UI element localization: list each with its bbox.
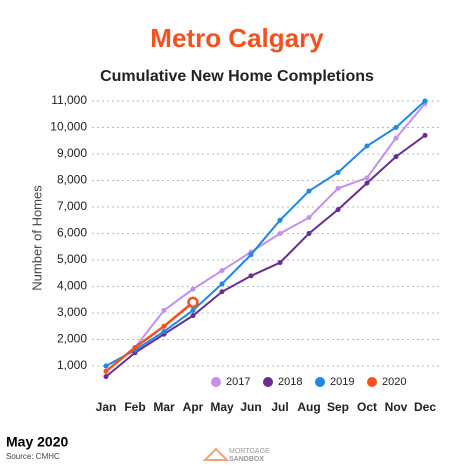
data-point [393, 124, 399, 130]
data-point [190, 286, 196, 292]
data-point [306, 230, 312, 236]
x-tick-label: May [210, 400, 234, 414]
y-tick-label: 8,000 [57, 173, 87, 187]
legend-label: 2019 [330, 376, 354, 388]
legend-label: 2020 [382, 376, 406, 388]
series-line [105, 100, 426, 367]
data-point [190, 307, 196, 313]
data-point [277, 260, 283, 266]
data-point [132, 344, 138, 350]
chart-subtitle: Cumulative New Home Completions [100, 68, 374, 85]
legend-label: 2017 [226, 376, 250, 388]
data-point [393, 135, 399, 141]
series-line [105, 134, 426, 378]
data-point [306, 188, 312, 194]
data-point [422, 132, 428, 138]
data-point [364, 180, 370, 186]
x-tick-label: Jun [240, 400, 261, 414]
y-tick-label: 7,000 [57, 199, 87, 213]
data-point [393, 154, 399, 160]
data-point [103, 374, 109, 380]
x-tick-label: Nov [385, 400, 408, 414]
y-tick-label: 4,000 [57, 279, 87, 293]
data-point [335, 170, 341, 176]
x-tick-label: Mar [153, 400, 175, 414]
x-tick-label: Apr [183, 400, 204, 414]
y-tick-label: 5,000 [57, 252, 87, 266]
x-tick-label: Dec [414, 400, 436, 414]
data-point [219, 289, 225, 295]
data-point [335, 207, 341, 213]
y-tick-label: 10,000 [50, 120, 87, 134]
data-point [306, 215, 312, 221]
logo-text: SANDBOX [229, 456, 264, 463]
data-point [161, 307, 167, 313]
data-point [219, 268, 225, 274]
legend-marker [315, 377, 325, 387]
footer-date: May 2020 [6, 434, 68, 450]
x-tick-label: Sep [327, 400, 349, 414]
series-line [105, 301, 194, 373]
y-axis-label: Number of Homes [29, 185, 44, 291]
x-tick-label: Oct [357, 400, 377, 414]
logo-text: MORTGAGE [229, 448, 270, 455]
logo: MORTGAGE SANDBOX [202, 447, 270, 463]
data-point [103, 363, 109, 369]
footer-source: Source: CMHC [6, 452, 60, 461]
legend-marker [263, 377, 273, 387]
y-tick-label: 3,000 [57, 305, 87, 319]
data-point [335, 185, 341, 191]
data-point [190, 313, 196, 319]
data-point [248, 273, 254, 279]
series-line [105, 102, 426, 373]
data-point [103, 368, 109, 374]
data-point [364, 143, 370, 149]
data-point [219, 281, 225, 287]
y-tick-label: 6,000 [57, 226, 87, 240]
chart-title: Metro Calgary [150, 23, 324, 53]
logo-icon [202, 447, 230, 461]
y-tick-label: 1,000 [57, 358, 87, 372]
data-point [187, 296, 199, 309]
data-point [364, 175, 370, 181]
data-point [248, 252, 254, 258]
x-tick-label: Feb [124, 400, 145, 414]
x-tick-label: Jan [96, 400, 117, 414]
legend-marker [211, 377, 221, 387]
data-point [277, 230, 283, 236]
data-point [161, 329, 167, 335]
data-point [277, 217, 283, 223]
y-tick-label: 2,000 [57, 332, 87, 346]
y-tick-label: 11,000 [51, 93, 87, 107]
x-tick-label: Aug [297, 400, 320, 414]
data-point [422, 98, 428, 104]
legend-label: 2018 [278, 376, 302, 388]
x-tick-label: Jul [271, 400, 288, 414]
data-point [161, 323, 167, 329]
legend-marker [367, 377, 377, 387]
y-tick-label: 9,000 [57, 146, 87, 160]
